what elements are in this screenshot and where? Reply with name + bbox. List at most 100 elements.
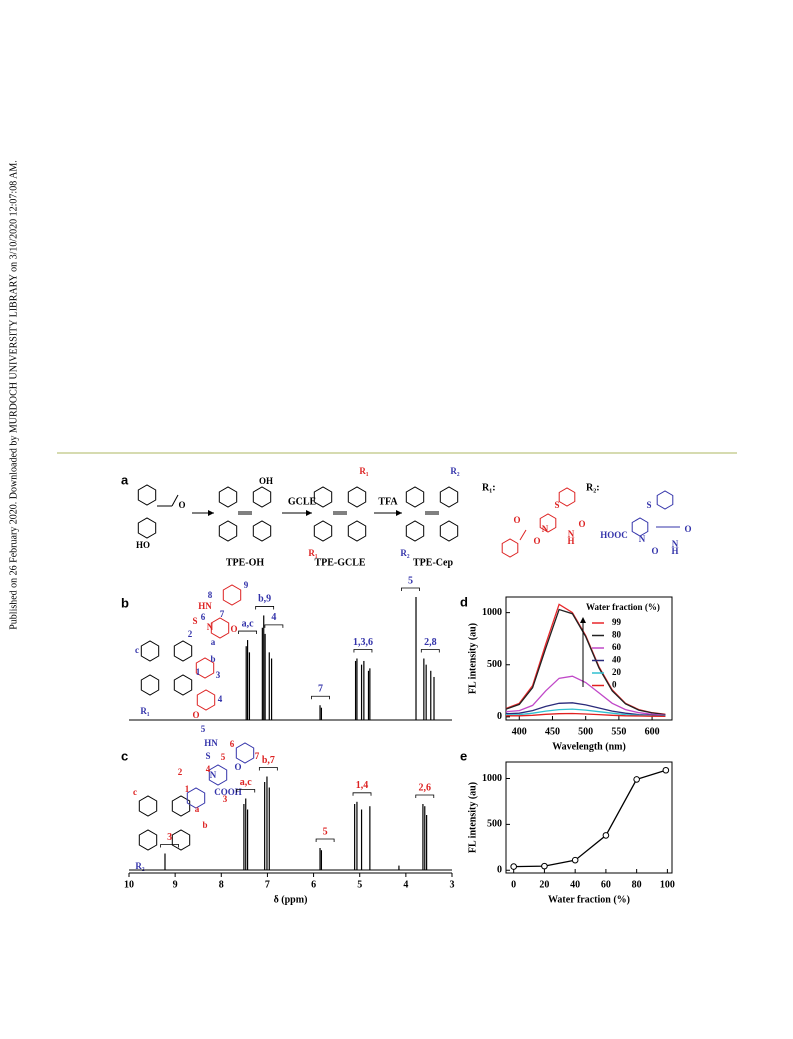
- ring: [501, 538, 519, 558]
- y-tick-label: 1000: [482, 773, 502, 784]
- arrow-head: [580, 617, 586, 623]
- compound-name: TPE-OH: [226, 557, 265, 568]
- ring: [252, 520, 272, 542]
- structure-label: HN: [198, 601, 212, 611]
- structure-label: 5: [201, 724, 206, 734]
- peak-annotation: b,9: [258, 594, 271, 605]
- reagent: TFA: [378, 496, 398, 507]
- arrow-head: [306, 510, 312, 516]
- peak-annotation: b,7: [262, 755, 275, 766]
- group-atom: N: [542, 524, 549, 534]
- panel-label: d: [460, 594, 468, 609]
- bracket: [401, 587, 420, 591]
- ring: [405, 520, 425, 542]
- legend-label: 80: [612, 630, 622, 640]
- ring: [210, 617, 230, 639]
- structure-label: 3: [216, 670, 221, 680]
- x-tick-label: 450: [545, 726, 560, 737]
- ring: [173, 640, 193, 662]
- x-tick-label: 3: [450, 879, 455, 890]
- group-atom: H: [567, 536, 574, 546]
- atom-label: R₂: [450, 466, 459, 476]
- ring: [313, 520, 333, 542]
- ring: [313, 486, 333, 508]
- peak-annotation: 3: [167, 832, 172, 843]
- x-axis-label: Water fraction (%): [548, 894, 630, 905]
- legend-label: 20: [612, 667, 622, 677]
- ring: [208, 764, 228, 786]
- compound-name: TPE-GCLE: [314, 557, 365, 568]
- marker: [541, 862, 548, 870]
- marker: [571, 856, 579, 864]
- x-tick-label: 40: [570, 879, 580, 890]
- structure-label: R₁: [140, 706, 149, 716]
- structure-label: S: [205, 751, 210, 761]
- bracket: [236, 789, 256, 793]
- peak-annotation: 5: [323, 826, 328, 837]
- legend-title: Water fraction (%): [586, 602, 660, 612]
- y-axis-label: FL intensity (au): [467, 623, 478, 694]
- arrow-head: [396, 510, 402, 516]
- bracket: [353, 649, 373, 653]
- bracket: [255, 606, 275, 610]
- structure-label: b: [202, 820, 207, 830]
- structure-label: 7: [255, 751, 260, 761]
- series-line: [505, 702, 666, 717]
- ring: [138, 829, 158, 851]
- group-atom: N: [672, 539, 679, 549]
- group-atom: O: [578, 519, 585, 529]
- legend-label: 60: [612, 642, 622, 652]
- bond: [171, 494, 179, 507]
- legend-label: 99: [612, 617, 622, 627]
- structure-label: 6: [230, 739, 235, 749]
- structure-label: 4: [206, 764, 211, 774]
- x-tick-label: 6: [311, 879, 316, 890]
- x-tick-label: 80: [632, 879, 642, 890]
- y-tick-label: 500: [487, 819, 502, 830]
- compound-name: TPE-Cep: [413, 557, 453, 568]
- x-tick-label: 9: [173, 879, 178, 890]
- group-atom: S: [554, 500, 559, 510]
- plot-frame: [505, 596, 673, 721]
- structure-label: b: [210, 654, 215, 664]
- y-tick-label: 500: [487, 659, 502, 670]
- bracket: [238, 630, 257, 635]
- ring: [252, 486, 272, 508]
- group-label: R₂:: [586, 482, 600, 493]
- peak-annotation: a,c: [242, 618, 255, 629]
- structure-label: O: [230, 624, 237, 634]
- x-tick-label: 10: [124, 879, 134, 890]
- ring: [140, 640, 160, 662]
- y-axis-label: FL intensity (au): [467, 782, 478, 853]
- group-atom: O: [684, 524, 691, 534]
- series-line: [506, 712, 666, 718]
- structure-label: 6: [201, 612, 206, 622]
- bracket: [258, 767, 278, 771]
- x-axis-label: δ (ppm): [274, 894, 308, 905]
- ring: [138, 795, 158, 817]
- x-tick-label: 550: [611, 726, 626, 737]
- peak-annotation: 1,3,6: [353, 637, 373, 648]
- bracket: [264, 624, 284, 628]
- structure-label: 8: [208, 590, 213, 600]
- ring: [656, 490, 674, 510]
- peak-annotation: 4: [271, 612, 276, 623]
- ring: [218, 486, 238, 508]
- ring: [196, 689, 216, 711]
- group-atom: N: [568, 529, 575, 539]
- ring: [235, 742, 255, 764]
- group-atom: O: [651, 546, 658, 556]
- structure-label: c: [135, 645, 139, 655]
- structure-label: c: [133, 787, 137, 797]
- ring: [173, 674, 193, 696]
- arrow-head: [208, 510, 214, 516]
- peak-annotation: 1,4: [356, 780, 369, 791]
- structure-label: O: [234, 762, 241, 772]
- peak-annotation: 2,8: [424, 637, 437, 648]
- structure-label: a: [211, 637, 216, 647]
- ring: [137, 484, 157, 506]
- y-tick-label: 1000: [482, 607, 502, 618]
- ring: [137, 517, 157, 539]
- structure-label: 4: [218, 694, 223, 704]
